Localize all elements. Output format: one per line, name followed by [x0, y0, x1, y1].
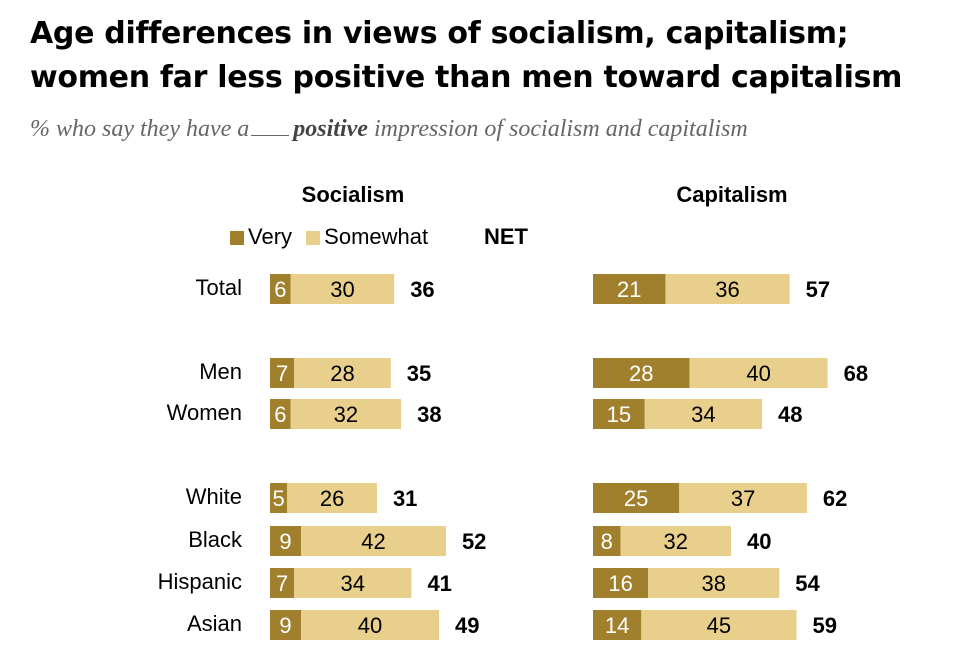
- label-very-capitalism-hispanic: 16: [608, 571, 632, 596]
- label-somewhat-capitalism-white: 37: [731, 486, 755, 511]
- bar-very-socialism-hispanic: [270, 568, 295, 598]
- label-somewhat-socialism-women: 32: [334, 402, 358, 427]
- label-very-socialism-white: 5: [273, 486, 285, 511]
- bar-somewhat-socialism-hispanic: [294, 568, 412, 598]
- row-label-asian: Asian: [186, 611, 242, 636]
- bar-somewhat-capitalism-asian: [641, 610, 797, 640]
- legend-very-label: Very: [248, 224, 293, 249]
- chart-subtitle: % who say they have a positive impression…: [30, 116, 970, 143]
- bar-somewhat-socialism-men: [294, 358, 391, 388]
- label-net-socialism-men: 35: [407, 361, 431, 386]
- label-very-capitalism-white: 25: [624, 486, 648, 511]
- bar-very-socialism-white: [270, 483, 288, 513]
- label-net-socialism-total: 36: [410, 277, 434, 302]
- title-line-1: Age differences in views of socialism, c…: [30, 16, 849, 51]
- label-somewhat-socialism-black: 42: [361, 529, 385, 554]
- bar-somewhat-socialism-black: [301, 526, 446, 556]
- bar-somewhat-capitalism-men: [689, 358, 828, 388]
- label-very-capitalism-men: 28: [629, 361, 653, 386]
- label-very-socialism-black: 9: [279, 529, 291, 554]
- panel-title-capitalism: Capitalism: [676, 182, 788, 207]
- label-somewhat-capitalism-total: 36: [715, 277, 739, 302]
- bar-somewhat-socialism-total: [290, 274, 395, 304]
- label-net-socialism-black: 52: [462, 529, 486, 554]
- label-somewhat-capitalism-asian: 45: [707, 613, 731, 638]
- label-very-capitalism-women: 15: [607, 402, 631, 427]
- legend-very-swatch: [230, 231, 244, 245]
- chart-title: Age differences in views of socialism, c…: [30, 12, 960, 100]
- bar-very-capitalism-asian: [593, 610, 642, 640]
- bar-very-socialism-men: [270, 358, 295, 388]
- label-somewhat-capitalism-women: 34: [691, 402, 715, 427]
- bar-somewhat-capitalism-total: [665, 274, 790, 304]
- bar-somewhat-socialism-white: [287, 483, 377, 513]
- label-net-capitalism-hispanic: 54: [795, 571, 820, 596]
- label-very-socialism-asian: 9: [279, 613, 291, 638]
- bar-very-socialism-asian: [270, 610, 302, 640]
- bar-very-capitalism-white: [593, 483, 680, 513]
- row-label-black: Black: [188, 527, 242, 552]
- label-net-capitalism-women: 48: [778, 402, 802, 427]
- label-somewhat-capitalism-hispanic: 38: [702, 571, 726, 596]
- label-somewhat-capitalism-black: 32: [664, 529, 688, 554]
- bar-somewhat-capitalism-white: [679, 483, 807, 513]
- bar-very-capitalism-women: [593, 399, 645, 429]
- label-net-socialism-asian: 49: [455, 613, 479, 638]
- legend-somewhat-swatch: [306, 231, 321, 245]
- label-very-capitalism-total: 21: [617, 277, 641, 302]
- label-net-capitalism-asian: 59: [813, 613, 837, 638]
- bar-very-capitalism-black: [593, 526, 621, 556]
- panel-title-socialism: Socialism: [301, 182, 405, 207]
- label-net-socialism-white: 31: [393, 486, 417, 511]
- subtitle-suffix: impression of socialism and capitalism: [373, 116, 748, 142]
- label-somewhat-capitalism-men: 40: [746, 361, 770, 386]
- label-net-socialism-hispanic: 41: [427, 571, 451, 596]
- label-somewhat-socialism-men: 28: [330, 361, 354, 386]
- row-label-hispanic: Hispanic: [157, 569, 242, 594]
- legend-somewhat-label: Somewhat: [324, 224, 429, 249]
- label-net-capitalism-total: 57: [806, 277, 830, 302]
- bar-very-socialism-women: [270, 399, 291, 429]
- bar-very-socialism-black: [270, 526, 302, 556]
- label-net-capitalism-black: 40: [747, 529, 771, 554]
- label-net-socialism-women: 38: [417, 402, 441, 427]
- label-net-capitalism-men: 68: [844, 361, 868, 386]
- row-label-total: Total: [195, 275, 242, 300]
- legend-somewhat: Somewhat: [306, 224, 428, 249]
- bar-very-socialism-total: [270, 274, 291, 304]
- label-very-capitalism-black: 8: [601, 529, 613, 554]
- label-somewhat-socialism-hispanic: 34: [341, 571, 365, 596]
- label-somewhat-socialism-white: 26: [320, 486, 344, 511]
- label-somewhat-socialism-total: 30: [330, 277, 354, 302]
- bar-somewhat-capitalism-black: [620, 526, 731, 556]
- bar-very-capitalism-total: [593, 274, 666, 304]
- title-line-2: women far less positive than men toward …: [30, 60, 903, 95]
- label-somewhat-socialism-asian: 40: [358, 613, 382, 638]
- row-label-women: Women: [166, 400, 242, 425]
- subtitle-blank: [251, 119, 290, 136]
- legend: Very Somewhat: [230, 224, 436, 250]
- bar-somewhat-socialism-women: [290, 399, 402, 429]
- label-very-capitalism-asian: 14: [605, 613, 629, 638]
- label-very-socialism-hispanic: 7: [276, 571, 288, 596]
- label-net-capitalism-white: 62: [823, 486, 847, 511]
- label-very-socialism-men: 7: [276, 361, 288, 386]
- bar-very-capitalism-hispanic: [593, 568, 649, 598]
- legend-net-label: NET: [484, 224, 528, 249]
- subtitle-emphasis: positive: [293, 116, 368, 142]
- bar-somewhat-capitalism-hispanic: [648, 568, 780, 598]
- row-label-men: Men: [199, 359, 242, 384]
- subtitle-prefix: % who say they have a: [30, 116, 250, 142]
- bar-somewhat-capitalism-women: [644, 399, 763, 429]
- legend-very: Very: [230, 224, 292, 249]
- row-label-white: White: [185, 484, 242, 509]
- bar-somewhat-socialism-asian: [301, 610, 440, 640]
- label-very-socialism-total: 6: [274, 277, 286, 302]
- bar-very-capitalism-men: [593, 358, 690, 388]
- label-very-socialism-women: 6: [274, 402, 286, 427]
